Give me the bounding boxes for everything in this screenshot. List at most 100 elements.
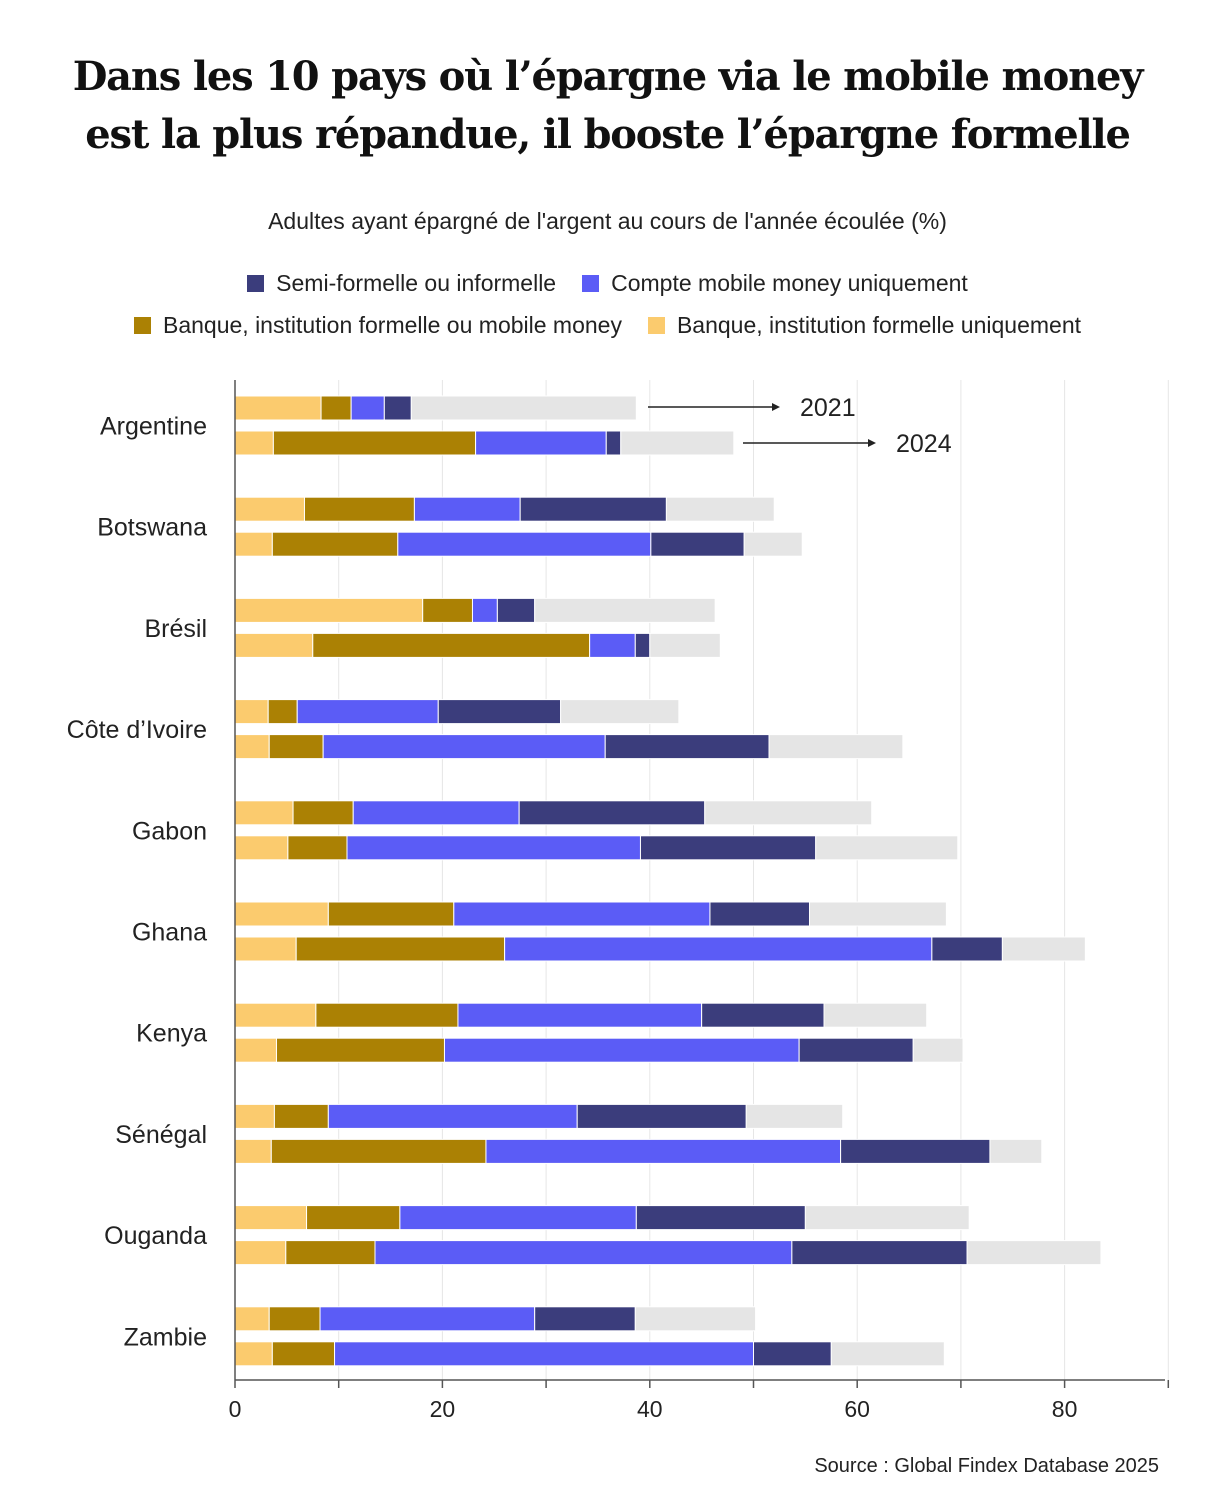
bar-segment (534, 1306, 636, 1332)
bar-segment (268, 1306, 321, 1332)
bar-segment (808, 901, 947, 927)
bar-segment (496, 597, 536, 623)
bar-segment (815, 835, 959, 861)
legend-item-bank-or-mobile: Banque, institution formelle ou mobile m… (133, 312, 622, 339)
chart-title-line-1: Dans les 10 pays où l’épargne via le mob… (72, 53, 1144, 100)
bar-segment (296, 699, 439, 725)
bar-segment (931, 936, 1003, 962)
bar-segment (234, 430, 274, 456)
bar-segment (275, 1037, 445, 1063)
bar-segment (234, 699, 269, 725)
bar-segment (620, 430, 735, 456)
bar-segment (303, 496, 415, 522)
bar-segment (234, 597, 424, 623)
bar-segment (650, 531, 745, 557)
bar-segment (634, 632, 651, 658)
bar-segment (320, 395, 352, 421)
bar-segment (798, 1037, 914, 1063)
bar-segment (273, 1103, 329, 1129)
bar-segment (453, 901, 711, 927)
bar-segment (485, 1138, 842, 1164)
legend-label-semi: Semi-formelle ou informelle (276, 270, 557, 296)
bar-segment (471, 597, 498, 623)
bar-segment (322, 734, 606, 760)
bar-segment (319, 1306, 536, 1332)
legend-label-bank-or-mobile: Banque, institution formelle ou mobile m… (162, 312, 622, 338)
bar-segment (234, 1341, 273, 1367)
bar-segment (234, 1103, 275, 1129)
bar-segment (234, 531, 273, 557)
bar-segment (413, 496, 521, 522)
bar-segment (518, 800, 706, 826)
bar-segment (287, 835, 348, 861)
bar-segment (422, 597, 473, 623)
bar-segment (234, 734, 270, 760)
bar-segment (743, 531, 803, 557)
bar-segment (350, 395, 385, 421)
chart-subtitle: Adultes ayant épargné de l'argent au cou… (268, 208, 947, 234)
bar-segment (912, 1037, 964, 1063)
annotation-2024: 2024 (896, 430, 952, 458)
bar-segment (272, 430, 477, 456)
bar-segment (234, 632, 314, 658)
x-tick-label: 20 (430, 1396, 456, 1422)
bar-segment (234, 395, 322, 421)
bar-segment (352, 800, 520, 826)
x-tick-label: 40 (637, 1396, 663, 1422)
bar-segment (234, 1205, 308, 1231)
annotation-arrow-head (772, 403, 780, 411)
bar-segment (534, 597, 716, 623)
bar-segment (437, 699, 562, 725)
stacked-bar-chart: Argentine Botswana Brésil Côte d’Ivoire Gabo… (67, 380, 1170, 1422)
bar-segment (327, 1103, 578, 1129)
bar-segment (234, 1138, 272, 1164)
bar-segment (234, 1240, 287, 1266)
bar-segment (576, 1103, 747, 1129)
legend-label-mobile: Compte mobile money uniquement (611, 270, 968, 296)
bar-segment (312, 632, 591, 658)
bar-segment (234, 936, 297, 962)
bar-segment (768, 734, 904, 760)
legend-swatch-mobile (582, 275, 600, 292)
bar-segment (709, 901, 810, 927)
bar-segment (635, 1205, 806, 1231)
bar-segment (334, 1341, 754, 1367)
bar-segment (271, 531, 399, 557)
country-label: Botswana (97, 514, 207, 542)
legend-item-bank-only: Banque, institution formelle uniquement (647, 312, 1081, 339)
country-label: Ghana (132, 919, 207, 947)
bar-segment (234, 835, 289, 861)
bar-segment (753, 1341, 832, 1367)
bar-segment (271, 1341, 336, 1367)
bar-segment (234, 800, 294, 826)
bar-segment (830, 1341, 945, 1367)
country-label: Ouganda (104, 1222, 207, 1250)
country-label: Kenya (136, 1020, 207, 1048)
bar-segment (804, 1205, 970, 1231)
bar-segment (791, 1240, 968, 1266)
legend-item-semi: Semi-formelle ou informelle (247, 270, 556, 297)
x-tick-label: 80 (1052, 1396, 1078, 1422)
bar-segment (704, 800, 873, 826)
bar-segment (295, 936, 506, 962)
bar-segment (634, 1306, 757, 1332)
country-label: Gabon (132, 817, 207, 845)
bar-segment (989, 1138, 1043, 1164)
bar-segment (443, 1037, 800, 1063)
bar-segment (840, 1138, 991, 1164)
bar-segment (234, 1037, 277, 1063)
bar-segment (649, 632, 721, 658)
bar-segment (234, 901, 329, 927)
bar-segment (519, 496, 667, 522)
country-label: Côte d’Ivoire (67, 716, 207, 744)
bar-segment (560, 699, 680, 725)
bar-segment (745, 1103, 844, 1129)
bar-segment (315, 1002, 459, 1028)
bar-segment (605, 430, 622, 456)
chart-title: Dans les 10 pays où l’épargne via le mob… (0, 48, 1215, 164)
bar-segment (410, 395, 637, 421)
annotation-2021: 2021 (800, 394, 856, 422)
country-label: Zambie (124, 1323, 207, 1351)
bar-segment (285, 1240, 376, 1266)
bar-segment (374, 1240, 793, 1266)
